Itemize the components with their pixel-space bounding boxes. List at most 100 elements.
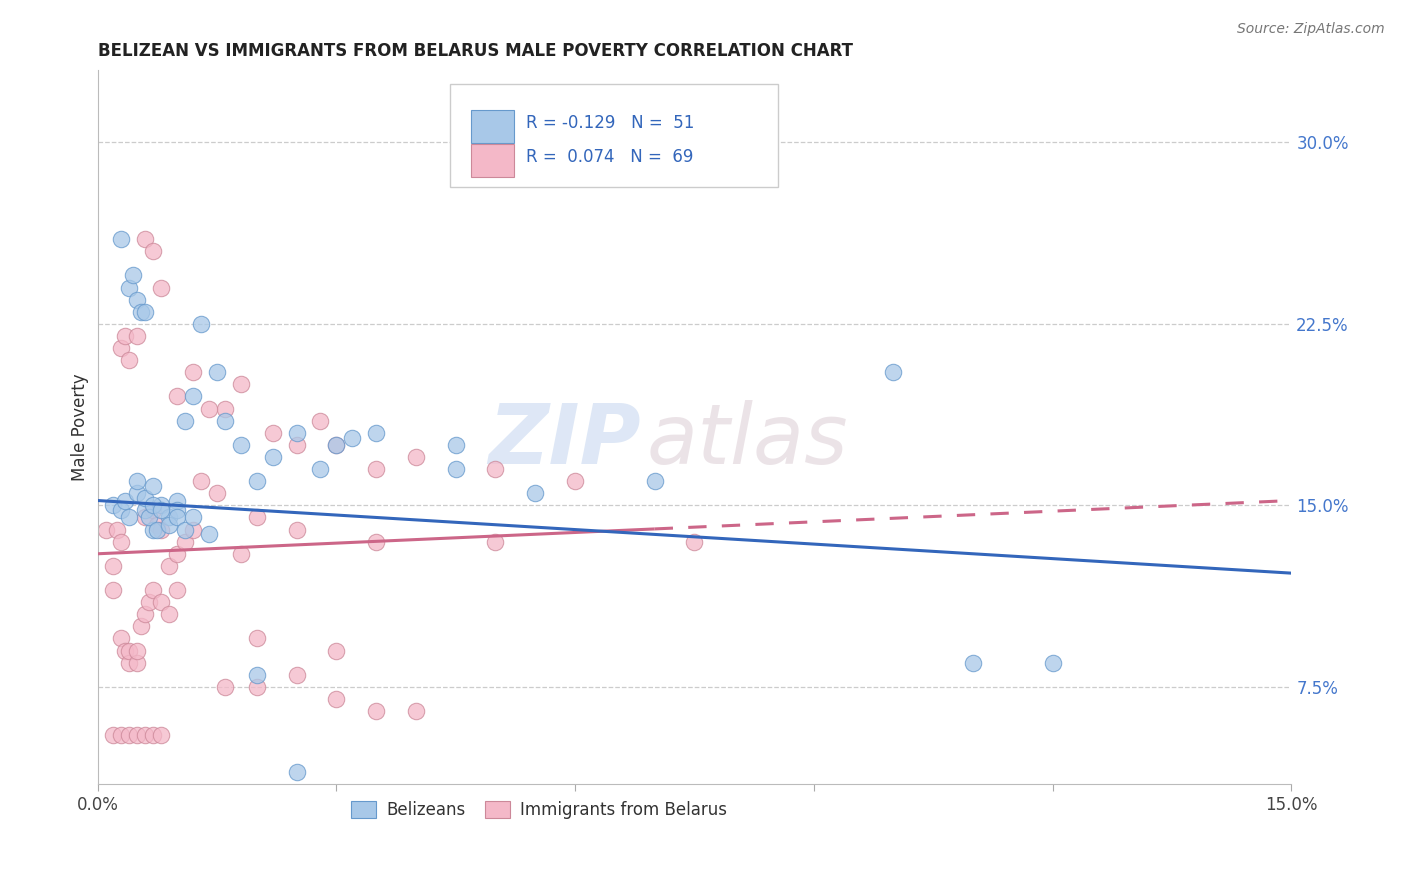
Point bbox=[146, 523, 169, 537]
Point bbox=[142, 503, 165, 517]
Point bbox=[181, 365, 204, 379]
Point bbox=[127, 329, 149, 343]
Point bbox=[146, 517, 169, 532]
Point bbox=[142, 728, 165, 742]
Point bbox=[285, 668, 308, 682]
Point bbox=[181, 510, 204, 524]
Point bbox=[524, 486, 547, 500]
Point bbox=[110, 632, 132, 646]
Point bbox=[325, 692, 347, 706]
Point bbox=[150, 595, 173, 609]
Point bbox=[118, 353, 141, 368]
Point bbox=[138, 595, 160, 609]
Point bbox=[366, 425, 388, 440]
Point bbox=[229, 547, 252, 561]
Point bbox=[1042, 656, 1064, 670]
Text: Source: ZipAtlas.com: Source: ZipAtlas.com bbox=[1237, 22, 1385, 37]
Point bbox=[157, 607, 180, 622]
Text: ZIP: ZIP bbox=[488, 401, 641, 482]
Point bbox=[110, 232, 132, 246]
Point bbox=[246, 510, 269, 524]
Point bbox=[114, 643, 136, 657]
Point bbox=[157, 517, 180, 532]
Point bbox=[131, 304, 153, 318]
Point bbox=[198, 527, 221, 541]
Point bbox=[150, 499, 173, 513]
FancyBboxPatch shape bbox=[450, 84, 778, 187]
Point bbox=[150, 280, 173, 294]
Point bbox=[134, 503, 156, 517]
Point bbox=[309, 462, 332, 476]
Point bbox=[142, 583, 165, 598]
Point bbox=[118, 728, 141, 742]
Point bbox=[131, 619, 153, 633]
Point bbox=[157, 558, 180, 573]
Point bbox=[166, 389, 188, 403]
Point bbox=[285, 523, 308, 537]
Point bbox=[229, 377, 252, 392]
Point bbox=[366, 462, 388, 476]
Point bbox=[285, 425, 308, 440]
Point bbox=[166, 583, 188, 598]
Point bbox=[484, 534, 506, 549]
Point bbox=[166, 547, 188, 561]
Point bbox=[110, 728, 132, 742]
Point bbox=[962, 656, 984, 670]
Point bbox=[142, 479, 165, 493]
Point bbox=[122, 268, 145, 283]
FancyBboxPatch shape bbox=[471, 145, 515, 178]
Point bbox=[214, 401, 236, 416]
Point bbox=[150, 523, 173, 537]
Point bbox=[103, 558, 125, 573]
Point bbox=[174, 414, 197, 428]
Point bbox=[127, 656, 149, 670]
Point bbox=[444, 462, 467, 476]
Text: BELIZEAN VS IMMIGRANTS FROM BELARUS MALE POVERTY CORRELATION CHART: BELIZEAN VS IMMIGRANTS FROM BELARUS MALE… bbox=[97, 42, 852, 60]
Point bbox=[405, 704, 427, 718]
Point bbox=[262, 450, 284, 464]
Point bbox=[285, 438, 308, 452]
Point bbox=[118, 280, 141, 294]
Point bbox=[174, 534, 197, 549]
Point bbox=[110, 503, 132, 517]
Point bbox=[103, 499, 125, 513]
Point bbox=[142, 523, 165, 537]
Point bbox=[325, 438, 347, 452]
Point bbox=[366, 704, 388, 718]
Point bbox=[114, 493, 136, 508]
Point bbox=[134, 232, 156, 246]
Point bbox=[325, 438, 347, 452]
Point bbox=[127, 486, 149, 500]
Point bbox=[127, 643, 149, 657]
Point bbox=[564, 474, 586, 488]
Point bbox=[134, 510, 156, 524]
Point bbox=[118, 510, 141, 524]
Point bbox=[103, 583, 125, 598]
Point bbox=[157, 510, 180, 524]
Point bbox=[405, 450, 427, 464]
Text: R =  0.074   N =  69: R = 0.074 N = 69 bbox=[526, 148, 693, 166]
Point bbox=[484, 462, 506, 476]
Point bbox=[190, 474, 212, 488]
Point bbox=[134, 728, 156, 742]
Point bbox=[174, 523, 197, 537]
Point bbox=[110, 534, 132, 549]
Point bbox=[142, 499, 165, 513]
Point bbox=[127, 728, 149, 742]
Point bbox=[214, 414, 236, 428]
Point bbox=[205, 365, 228, 379]
Point bbox=[150, 503, 173, 517]
Point bbox=[246, 668, 269, 682]
Point bbox=[309, 414, 332, 428]
Point bbox=[181, 523, 204, 537]
Point bbox=[262, 425, 284, 440]
Point bbox=[134, 304, 156, 318]
Point bbox=[444, 438, 467, 452]
Point bbox=[134, 607, 156, 622]
Point bbox=[142, 244, 165, 259]
Point bbox=[214, 680, 236, 694]
Point bbox=[325, 643, 347, 657]
Point bbox=[166, 503, 188, 517]
Point bbox=[166, 510, 188, 524]
Point bbox=[285, 764, 308, 779]
